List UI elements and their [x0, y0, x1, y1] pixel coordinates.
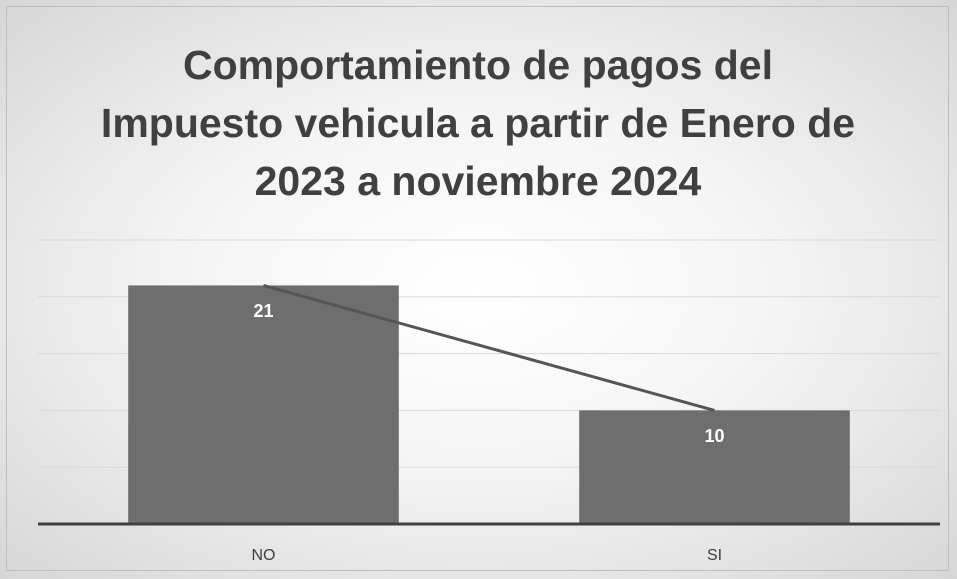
- x-tick-label: NO: [252, 547, 276, 564]
- data-label: 21: [253, 301, 273, 321]
- x-tick-label: SI: [707, 547, 722, 564]
- bar: [579, 410, 850, 524]
- data-label: 10: [704, 426, 724, 446]
- chart-border: [6, 6, 949, 571]
- bar: [128, 285, 399, 524]
- chart-title: Comportamiento de pagos del Impuesto veh…: [100, 42, 856, 204]
- line: [263, 283, 715, 412]
